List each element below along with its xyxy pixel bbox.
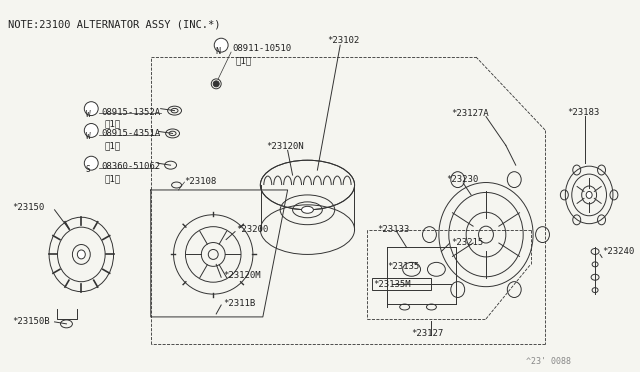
Circle shape — [208, 250, 218, 259]
Text: （1）: （1） — [235, 56, 251, 65]
Text: 08360-51062: 08360-51062 — [101, 162, 160, 171]
Text: W: W — [86, 110, 91, 119]
Ellipse shape — [77, 250, 85, 259]
Text: NOTE:23100 ALTERNATOR ASSY (INC.*): NOTE:23100 ALTERNATOR ASSY (INC.*) — [8, 19, 220, 29]
Ellipse shape — [301, 206, 314, 213]
Text: *23240: *23240 — [602, 247, 634, 256]
Text: W: W — [86, 132, 91, 141]
Text: （1）: （1） — [104, 119, 120, 129]
Text: *2311B: *2311B — [223, 299, 255, 308]
Text: （1）: （1） — [104, 141, 120, 150]
Text: 08915-1352A: 08915-1352A — [101, 108, 160, 117]
Text: *23183: *23183 — [567, 108, 600, 117]
Text: *23127: *23127 — [412, 329, 444, 338]
Text: N: N — [216, 46, 221, 55]
Text: S: S — [86, 165, 91, 174]
Text: *23108: *23108 — [184, 177, 217, 186]
Circle shape — [84, 102, 98, 116]
Circle shape — [84, 124, 98, 137]
Text: *23200: *23200 — [236, 225, 268, 234]
Text: *23150B: *23150B — [12, 317, 49, 326]
Text: *23215: *23215 — [451, 238, 484, 247]
Text: *23120N: *23120N — [266, 142, 303, 151]
Text: 08911-10510: 08911-10510 — [232, 44, 291, 53]
Text: ^23' 0088: ^23' 0088 — [525, 357, 571, 366]
Text: *23135M: *23135M — [373, 280, 410, 289]
Text: *23120M: *23120M — [223, 271, 260, 280]
Text: *23133: *23133 — [377, 225, 409, 234]
Text: 08915-4351A: 08915-4351A — [101, 129, 160, 138]
Circle shape — [84, 156, 98, 170]
Text: *23127A: *23127A — [451, 109, 489, 118]
Text: *23135: *23135 — [387, 262, 419, 271]
Text: （1）: （1） — [104, 174, 120, 183]
Text: *23150: *23150 — [12, 203, 44, 212]
Circle shape — [213, 81, 219, 87]
Ellipse shape — [586, 192, 592, 198]
Text: *23230: *23230 — [446, 175, 479, 184]
Text: *23102: *23102 — [327, 36, 360, 45]
Circle shape — [214, 38, 228, 52]
